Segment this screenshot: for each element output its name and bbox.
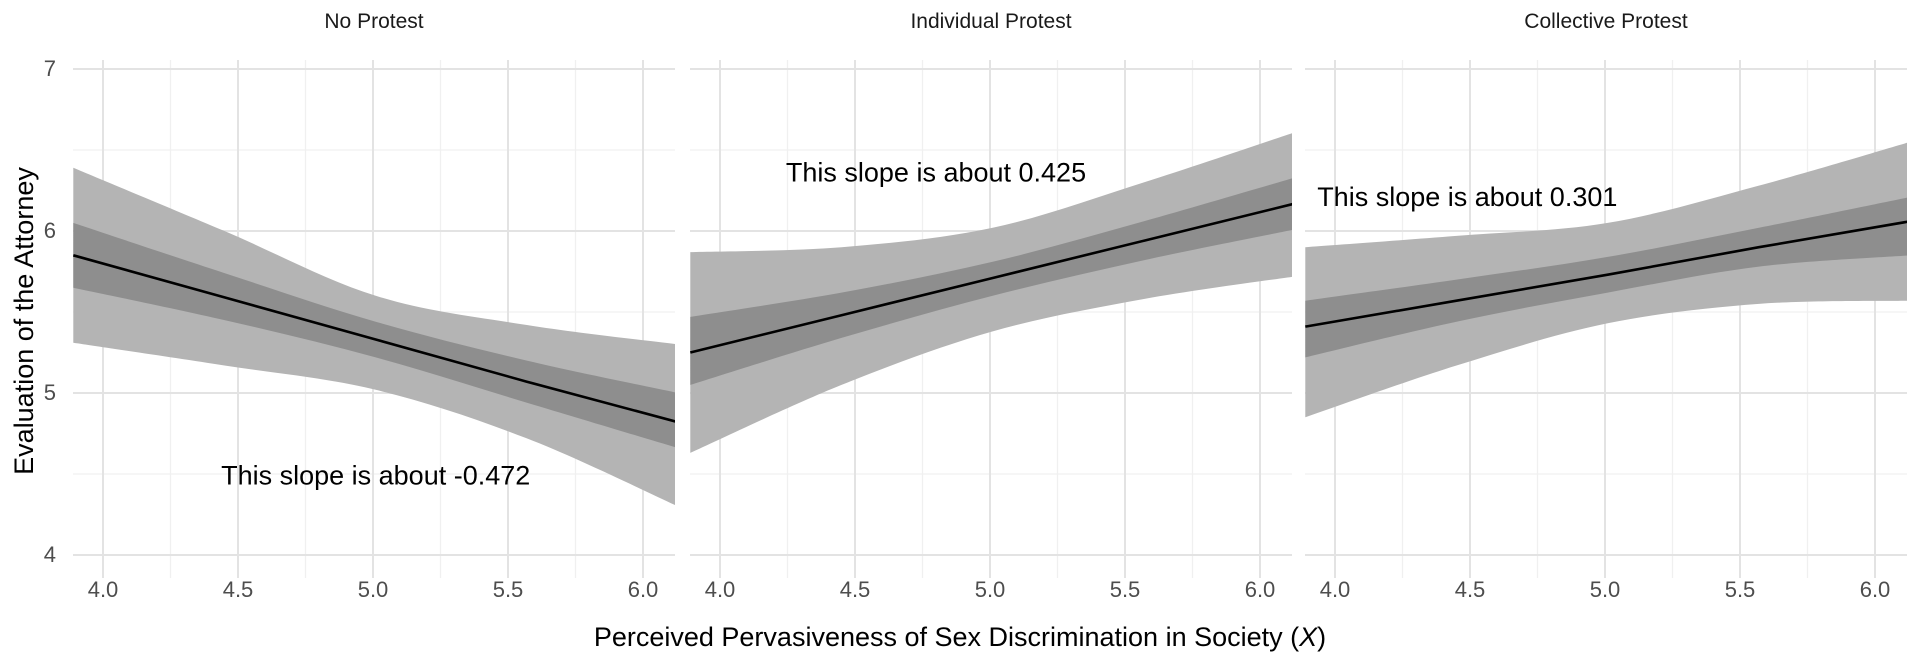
y-axis-tick-label: 6 (43, 218, 56, 243)
x-axis-tick-label: 5.0 (1589, 577, 1621, 602)
x-axis-tick-label: 5.5 (1109, 577, 1141, 602)
x-axis-title-text: Perceived Pervasiveness of Sex Discrimin… (593, 622, 1300, 652)
x-axis-tick-label: 4.5 (839, 577, 871, 602)
x-axis-tick-label: 4.5 (222, 577, 254, 602)
regression-line (73, 254, 675, 423)
x-axis-tick-label: 4.5 (1454, 577, 1486, 602)
facet-strip-title: Individual Protest (910, 10, 1072, 33)
inner-confidence-band (1305, 197, 1907, 358)
facet-panel: This slope is about 0.301 (1305, 60, 1907, 578)
x-axis-tick-label: 6.0 (627, 577, 659, 602)
x-axis-tick-label: 5.0 (974, 577, 1006, 602)
y-axis-tick-label: 4 (43, 542, 56, 567)
x-axis-tick-label: 4.0 (704, 577, 736, 602)
facet-strip-title: Collective Protest (1524, 10, 1688, 33)
y-axis-tick-label: 5 (43, 380, 56, 405)
x-axis-tick-label: 5.5 (492, 577, 524, 602)
slope-annotation: This slope is about -0.472 (221, 461, 530, 491)
facet-panel: This slope is about 0.425 (690, 60, 1292, 578)
inner-confidence-band (690, 178, 1292, 385)
x-axis-tick-label: 4.0 (1319, 577, 1351, 602)
facet-panel: This slope is about -0.472 (73, 60, 675, 578)
inner-confidence-band (73, 222, 675, 448)
x-axis-tick-label: 4.0 (87, 577, 119, 602)
x-axis-tick-label: 5.0 (357, 577, 389, 602)
slope-annotation: This slope is about 0.301 (1317, 182, 1617, 212)
regression-line (1305, 220, 1907, 328)
slope-annotation: This slope is about 0.425 (786, 158, 1086, 188)
y-axis-tick-label: 7 (43, 56, 56, 81)
y-axis-title: Evaluation of the Attorney (9, 167, 39, 475)
x-axis-title-close: ) (1317, 622, 1327, 652)
regression-line (690, 202, 1292, 354)
x-axis-tick-label: 5.5 (1724, 577, 1756, 602)
x-axis-tick-label: 6.0 (1244, 577, 1276, 602)
x-axis-tick-label: 6.0 (1859, 577, 1891, 602)
facet-strip-title: No Protest (324, 10, 424, 33)
x-axis-title: Perceived Pervasiveness of Sex Discrimin… (0, 622, 1920, 652)
x-axis-title-variable: X (1299, 622, 1318, 652)
